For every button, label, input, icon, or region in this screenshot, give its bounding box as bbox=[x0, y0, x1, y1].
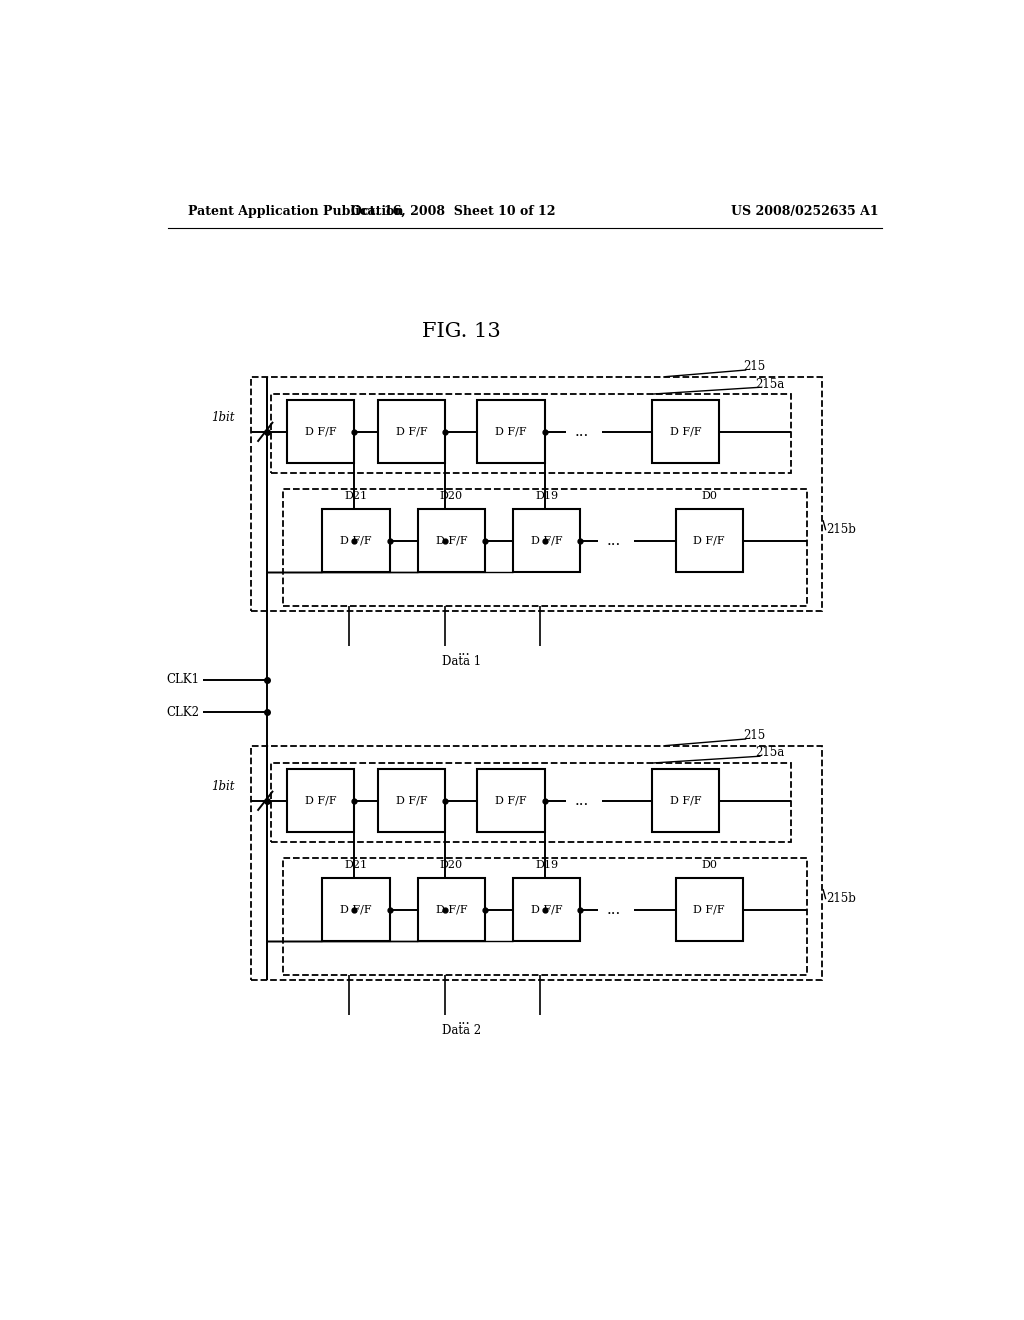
Bar bbox=[270, 395, 791, 474]
Text: ...: ... bbox=[606, 903, 621, 916]
Bar bbox=[323, 510, 390, 572]
Text: D19: D19 bbox=[536, 859, 558, 870]
Text: Oct. 16, 2008  Sheet 10 of 12: Oct. 16, 2008 Sheet 10 of 12 bbox=[351, 205, 556, 218]
Text: D0: D0 bbox=[701, 491, 717, 500]
Text: D F/F: D F/F bbox=[396, 796, 428, 805]
Text: 1bit: 1bit bbox=[212, 411, 236, 424]
Bar bbox=[513, 510, 581, 572]
Bar bbox=[477, 770, 545, 833]
Text: 215a: 215a bbox=[755, 378, 784, 391]
Text: CLK2: CLK2 bbox=[167, 706, 200, 719]
Text: D F/F: D F/F bbox=[495, 796, 526, 805]
Bar bbox=[287, 770, 354, 833]
Bar bbox=[676, 510, 743, 572]
Text: D F/F: D F/F bbox=[693, 536, 725, 545]
Bar bbox=[513, 878, 581, 941]
Bar bbox=[323, 878, 390, 941]
Text: D F/F: D F/F bbox=[396, 426, 428, 437]
Bar bbox=[378, 770, 445, 833]
Text: FIG. 13: FIG. 13 bbox=[422, 322, 501, 341]
Text: D F/F: D F/F bbox=[530, 904, 562, 915]
Bar bbox=[283, 488, 807, 606]
Bar bbox=[418, 878, 485, 941]
Text: D F/F: D F/F bbox=[435, 904, 467, 915]
Text: D F/F: D F/F bbox=[304, 426, 336, 437]
Text: D F/F: D F/F bbox=[495, 426, 526, 437]
Bar bbox=[676, 878, 743, 941]
Text: Patent Application Publication: Patent Application Publication bbox=[187, 205, 403, 218]
Text: 215b: 215b bbox=[826, 892, 856, 904]
Text: D F/F: D F/F bbox=[304, 796, 336, 805]
Text: D0: D0 bbox=[701, 859, 717, 870]
Bar bbox=[378, 400, 445, 463]
Bar bbox=[251, 378, 822, 611]
Text: ...: ... bbox=[574, 793, 589, 808]
Text: ...: ... bbox=[606, 533, 621, 548]
Text: 215a: 215a bbox=[755, 747, 784, 759]
Text: D20: D20 bbox=[440, 859, 463, 870]
Text: CLK1: CLK1 bbox=[167, 673, 200, 686]
Bar bbox=[652, 770, 719, 833]
Bar bbox=[477, 400, 545, 463]
Text: D F/F: D F/F bbox=[670, 796, 701, 805]
Bar bbox=[287, 400, 354, 463]
Text: D21: D21 bbox=[345, 859, 368, 870]
Bar bbox=[418, 510, 485, 572]
Bar bbox=[283, 858, 807, 974]
Text: Data 2: Data 2 bbox=[441, 1024, 481, 1038]
Text: D F/F: D F/F bbox=[435, 536, 467, 545]
Text: Data 1: Data 1 bbox=[441, 655, 481, 668]
Text: D19: D19 bbox=[536, 491, 558, 500]
Text: ...: ... bbox=[458, 1014, 471, 1027]
Text: D F/F: D F/F bbox=[340, 536, 372, 545]
Text: US 2008/0252635 A1: US 2008/0252635 A1 bbox=[731, 205, 879, 218]
Text: 215: 215 bbox=[743, 729, 765, 742]
Text: D F/F: D F/F bbox=[340, 904, 372, 915]
Text: D F/F: D F/F bbox=[693, 904, 725, 915]
Text: D F/F: D F/F bbox=[530, 536, 562, 545]
Bar bbox=[251, 746, 822, 979]
Text: D20: D20 bbox=[440, 491, 463, 500]
Text: D F/F: D F/F bbox=[670, 426, 701, 437]
Text: 215b: 215b bbox=[826, 523, 856, 536]
Text: ...: ... bbox=[574, 425, 589, 438]
Bar bbox=[270, 763, 791, 842]
Text: 215: 215 bbox=[743, 360, 765, 374]
Text: D21: D21 bbox=[345, 491, 368, 500]
Text: 1bit: 1bit bbox=[212, 780, 236, 793]
Text: ...: ... bbox=[458, 644, 471, 659]
Bar bbox=[652, 400, 719, 463]
